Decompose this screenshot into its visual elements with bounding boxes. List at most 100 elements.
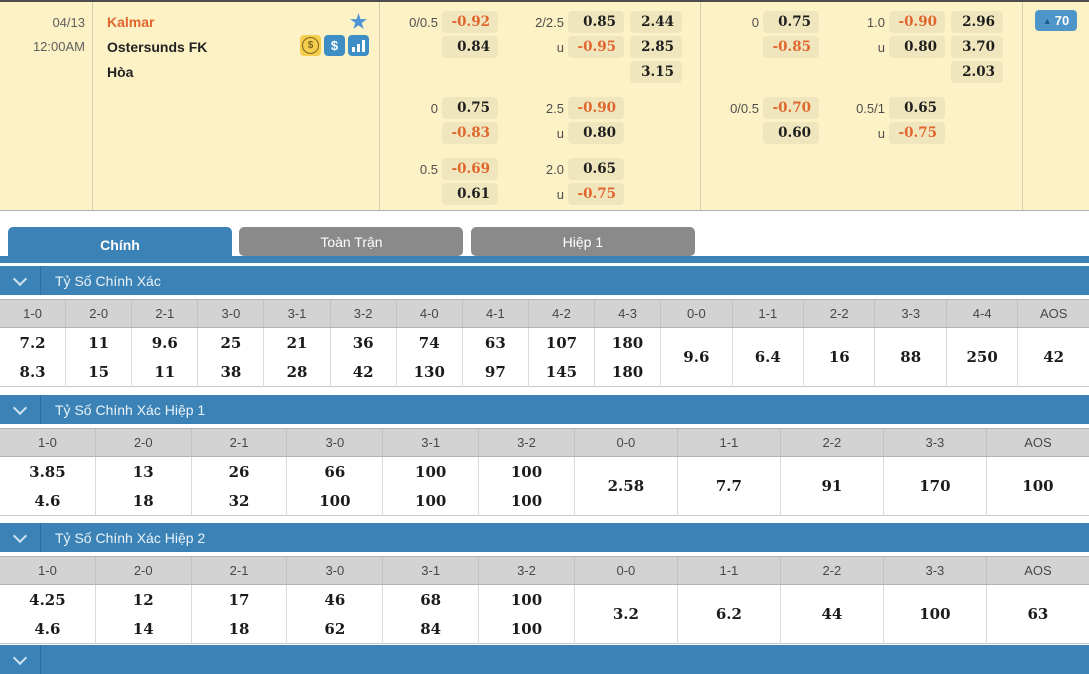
score-odds-value[interactable]: 170 <box>882 456 987 516</box>
tab-hiep-1[interactable]: Hiệp 1 <box>470 227 695 256</box>
chevron-down-icon[interactable] <box>0 645 41 674</box>
over-odds[interactable]: 0.85 <box>568 11 624 33</box>
chevron-down-icon[interactable] <box>0 266 41 295</box>
score-odds-value[interactable]: 42 <box>329 357 397 387</box>
score-odds-value[interactable]: 88 <box>874 327 947 387</box>
score-odds-value[interactable]: 9.6 <box>660 327 733 387</box>
score-odds-value[interactable]: 46 <box>286 584 383 614</box>
score-odds-value[interactable]: 100 <box>286 486 383 516</box>
currency-coin-icon[interactable]: $ <box>300 35 321 56</box>
handicap-odds[interactable]: 0.75 <box>763 11 819 33</box>
score-odds-value[interactable]: 17 <box>190 584 287 614</box>
score-odds-value[interactable]: 100 <box>478 584 575 614</box>
handicap-odds[interactable]: -0.83 <box>442 122 498 144</box>
score-odds-value[interactable]: 91 <box>779 456 884 516</box>
under-odds[interactable]: 0.80 <box>568 122 624 144</box>
score-odds-value[interactable]: 100 <box>478 486 575 516</box>
score-odds-value[interactable]: 38 <box>197 357 264 387</box>
score-odds-value[interactable]: 11 <box>65 327 132 357</box>
score-odds-value[interactable]: 100 <box>382 486 479 516</box>
score-odds-value[interactable]: 4.6 <box>0 614 96 644</box>
handicap-odds[interactable]: 0.60 <box>763 122 819 144</box>
score-odds-value[interactable]: 84 <box>382 614 479 644</box>
section-header-next[interactable] <box>0 645 1089 674</box>
over-odds[interactable]: 0.65 <box>568 158 624 180</box>
section-header-correct-score-2h[interactable]: Tỷ Số Chính Xác Hiệp 2 <box>0 523 1089 552</box>
score-odds-value[interactable]: 100 <box>382 456 479 486</box>
handicap-odds[interactable]: -0.92 <box>442 11 498 33</box>
score-odds-value[interactable]: 100 <box>478 614 575 644</box>
score-odds-value[interactable]: 97 <box>461 357 529 387</box>
score-odds-value[interactable]: 6.4 <box>731 327 804 387</box>
score-odds-value[interactable]: 44 <box>779 584 884 644</box>
dollar-odds-icon[interactable]: $ <box>324 35 345 56</box>
score-odds-value[interactable]: 66 <box>286 456 383 486</box>
score-odds-value[interactable]: 13 <box>94 456 192 486</box>
handicap-odds[interactable]: 0.84 <box>442 36 498 58</box>
under-odds[interactable]: -0.75 <box>568 183 624 205</box>
bar-chart-icon[interactable] <box>348 35 369 56</box>
handicap-odds[interactable]: 0.75 <box>442 97 498 119</box>
score-odds-value[interactable]: 12 <box>94 584 192 614</box>
under-odds[interactable]: 0.80 <box>889 36 945 58</box>
score-odds-value[interactable]: 14 <box>94 614 192 644</box>
handicap-odds[interactable]: -0.85 <box>763 36 819 58</box>
score-odds-value[interactable]: 11 <box>131 357 198 387</box>
over-odds[interactable]: -0.90 <box>889 11 945 33</box>
section-header-correct-score-1h[interactable]: Tỷ Số Chính Xác Hiệp 1 <box>0 395 1089 424</box>
score-odds-value[interactable]: 36 <box>329 327 397 357</box>
score-odds-value[interactable]: 180 <box>594 327 661 357</box>
section-header-correct-score[interactable]: Tỷ Số Chính Xác <box>0 266 1089 295</box>
score-odds-value[interactable]: 3.2 <box>573 584 678 644</box>
home-win-odds[interactable]: 2.96 <box>951 11 1003 33</box>
score-odds-value[interactable]: 32 <box>190 486 287 516</box>
score-odds-value[interactable]: 74 <box>395 327 463 357</box>
score-odds-value[interactable]: 15 <box>65 357 132 387</box>
score-odds-value[interactable]: 28 <box>263 357 331 387</box>
chevron-down-icon[interactable] <box>0 523 41 552</box>
score-odds-value[interactable]: 3.85 <box>0 456 96 486</box>
score-odds-value[interactable]: 26 <box>190 456 287 486</box>
score-odds-value[interactable]: 180 <box>594 357 661 387</box>
score-odds-value[interactable]: 18 <box>94 486 192 516</box>
favorite-star-icon[interactable]: ★ <box>349 12 367 33</box>
score-odds-value[interactable]: 7.2 <box>0 327 66 357</box>
score-odds-value[interactable]: 16 <box>803 327 875 387</box>
score-odds-value[interactable]: 4.6 <box>0 486 96 516</box>
score-odds-value[interactable]: 8.3 <box>0 357 66 387</box>
score-odds-value[interactable]: 4.25 <box>0 584 96 614</box>
score-odds-value[interactable]: 21 <box>263 327 331 357</box>
draw-odds[interactable]: 2.85 <box>630 36 682 58</box>
handicap-odds[interactable]: 0.61 <box>442 183 498 205</box>
draw-odds[interactable]: 3.70 <box>951 36 1003 58</box>
home-win-odds[interactable]: 2.44 <box>630 11 682 33</box>
score-odds-value[interactable]: 6.2 <box>676 584 781 644</box>
score-odds-value[interactable]: 42 <box>1017 327 1089 387</box>
score-odds-value[interactable]: 63 <box>985 584 1089 644</box>
over-odds[interactable]: 0.65 <box>889 97 945 119</box>
score-odds-value[interactable]: 100 <box>985 456 1089 516</box>
under-odds[interactable]: -0.75 <box>889 122 945 144</box>
over-odds[interactable]: -0.90 <box>568 97 624 119</box>
score-odds-value[interactable]: 25 <box>197 327 264 357</box>
tab-chinh[interactable]: Chính <box>8 227 232 263</box>
score-odds-value[interactable]: 7.7 <box>676 456 781 516</box>
bookmaker-count-badge[interactable]: ▲ 70 <box>1034 10 1078 31</box>
score-odds-value[interactable]: 68 <box>382 584 479 614</box>
handicap-odds[interactable]: -0.70 <box>763 97 819 119</box>
score-odds-value[interactable]: 107 <box>527 327 595 357</box>
score-odds-value[interactable]: 130 <box>395 357 463 387</box>
score-odds-value[interactable]: 63 <box>461 327 529 357</box>
score-odds-value[interactable]: 100 <box>478 456 575 486</box>
score-odds-value[interactable]: 18 <box>190 614 287 644</box>
score-odds-value[interactable]: 62 <box>286 614 383 644</box>
tab-toan-tran[interactable]: Toàn Trận <box>239 227 464 256</box>
score-odds-value[interactable]: 100 <box>882 584 987 644</box>
away-win-odds[interactable]: 3.15 <box>630 61 682 83</box>
chevron-down-icon[interactable] <box>0 395 41 424</box>
score-odds-value[interactable]: 145 <box>527 357 595 387</box>
score-odds-value[interactable]: 2.58 <box>573 456 678 516</box>
handicap-odds[interactable]: -0.69 <box>442 158 498 180</box>
under-odds[interactable]: -0.95 <box>568 36 624 58</box>
away-win-odds[interactable]: 2.03 <box>951 61 1003 83</box>
